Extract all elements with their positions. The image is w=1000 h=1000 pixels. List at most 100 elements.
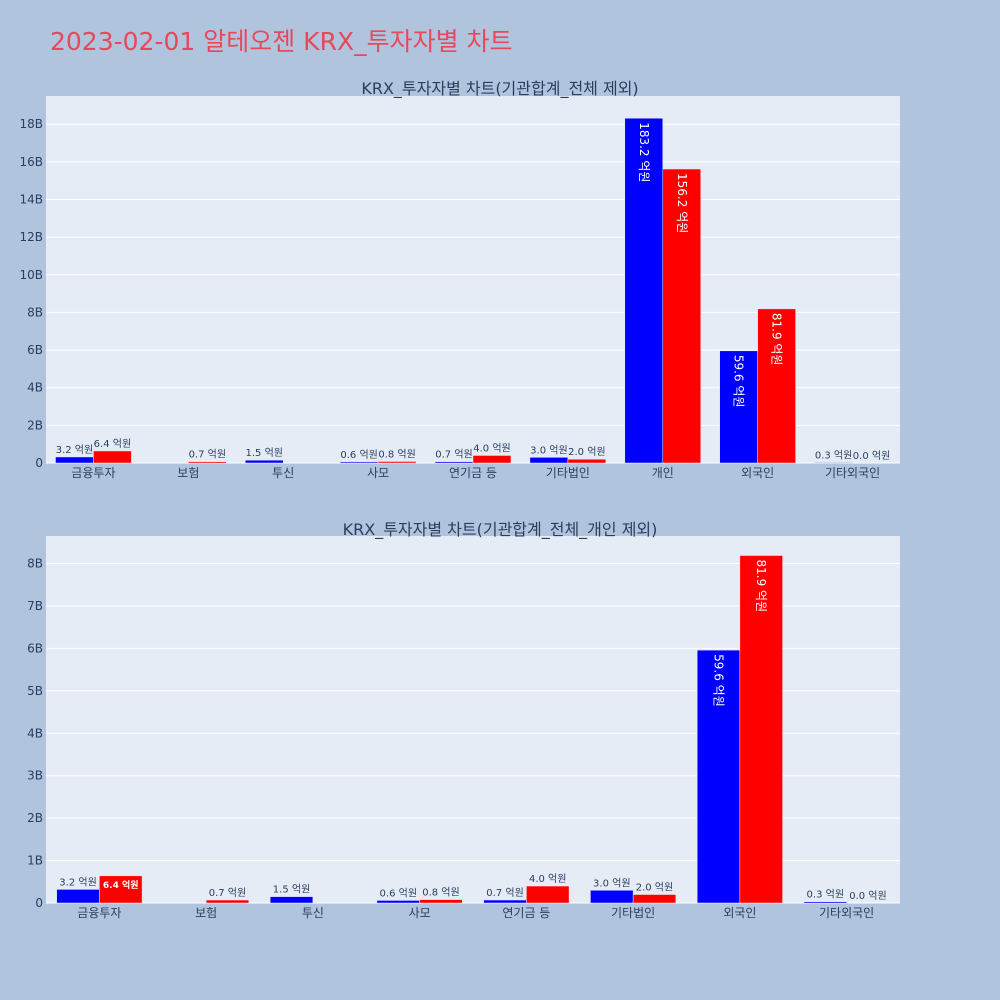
- x-tick-label: 사모: [367, 466, 389, 480]
- data-label: 183.2 억원: [637, 122, 651, 182]
- bar: [269, 896, 314, 904]
- data-label: 0.7 억원: [209, 887, 246, 899]
- x-tick-label: 외국인: [723, 906, 756, 920]
- y-tick-label: 10B: [19, 268, 43, 282]
- y-tick-label: 3B: [27, 769, 43, 783]
- y-tick-label: 8B: [27, 557, 43, 571]
- bar: [188, 461, 227, 464]
- data-label: 4.0 억원: [529, 873, 566, 885]
- bar: [662, 168, 701, 464]
- data-label: 0.7 억원: [189, 449, 226, 461]
- x-tick-label: 개인: [652, 466, 674, 480]
- data-label: 3.0 억원: [593, 877, 630, 889]
- y-tick-label: 4B: [27, 381, 43, 395]
- data-label: 0.0 억원: [853, 450, 890, 462]
- data-label: 2.0 억원: [568, 446, 605, 458]
- x-tick-label: 기타법인: [611, 906, 655, 920]
- data-label: 3.2 억원: [59, 876, 96, 888]
- x-tick-label: 보험: [177, 466, 199, 480]
- y-tick-label: 4B: [27, 726, 43, 740]
- data-label: 59.6 억원: [712, 654, 726, 707]
- x-tick-label: 금융투자: [71, 466, 115, 480]
- x-tick-label: 기타외국인: [825, 466, 880, 480]
- x-tick-label: 외국인: [741, 466, 774, 480]
- data-label: 59.6 억원: [732, 355, 746, 408]
- x-tick-label: 투신: [272, 466, 294, 480]
- bar: [529, 457, 569, 464]
- y-tick-label: 8B: [27, 305, 43, 319]
- bar: [624, 117, 664, 464]
- bar: [245, 459, 284, 464]
- bar: [696, 649, 741, 904]
- data-label: 1.5 억원: [246, 447, 283, 459]
- bar: [56, 889, 100, 904]
- bar: [483, 899, 527, 904]
- bar: [55, 456, 94, 464]
- y-tick-label: 7B: [27, 599, 43, 613]
- chart-title: KRX_투자자별 차트(기관합계_전체 제외): [361, 79, 638, 99]
- data-label: 4.0 억원: [473, 442, 510, 454]
- y-tick-label: 16B: [19, 155, 43, 169]
- data-label: 0.7 억원: [486, 887, 523, 899]
- bar: [376, 900, 420, 904]
- y-tick-label: 12B: [19, 230, 43, 244]
- x-tick-label: 보험: [195, 906, 217, 920]
- bar: [434, 461, 474, 464]
- x-tick-label: 연기금 등: [449, 466, 497, 480]
- y-tick-label: 1B: [27, 854, 43, 868]
- bar: [757, 308, 796, 464]
- data-label: 6.4 억원: [103, 879, 139, 891]
- y-tick-label: 5B: [27, 684, 43, 698]
- chart-top: 0 2B 4B 6B 8B 10B 12B 14B 16B 18B KRX_투자자별 차트(기관합계…: [19, 79, 900, 480]
- bar: [567, 458, 607, 464]
- bar: [590, 890, 634, 904]
- data-label: 0.8 억원: [422, 887, 459, 899]
- data-label: 1.5 억원: [273, 884, 310, 896]
- page-title: 2023-02-01 알테오젠 KRX_투자자별 차트: [50, 27, 513, 56]
- y-tick-label: 14B: [19, 193, 43, 207]
- chart-title: KRX_투자자별 차트(기관합계_전체_개인 제외): [343, 520, 658, 540]
- bar: [803, 901, 847, 904]
- bar: [93, 450, 132, 464]
- y-tick-label: 6B: [27, 641, 43, 655]
- bar: [419, 899, 463, 904]
- bar: [339, 461, 379, 464]
- bar: [632, 894, 677, 904]
- y-tick-label: 0: [35, 456, 43, 470]
- bar: [526, 885, 570, 904]
- data-label: 0.8 억원: [378, 448, 415, 460]
- data-label: 0.6 억원: [380, 887, 417, 899]
- data-label: 0.0 억원: [849, 890, 886, 902]
- chart-bottom: 0 1B 2B 3B 4B 5B 6B 7B 8B KRX_투자자별 차트(기관합계_전체_개인 …: [27, 520, 900, 920]
- y-tick-label: 6B: [27, 343, 43, 357]
- x-tick-label: 투신: [302, 906, 324, 920]
- x-tick-label: 기타법인: [546, 466, 590, 480]
- data-label: 2.0 억원: [636, 882, 673, 894]
- y-tick-label: 2B: [27, 418, 43, 432]
- data-label: 156.2 억원: [675, 173, 689, 233]
- bar: [739, 555, 783, 904]
- data-label: 81.9 억원: [770, 313, 784, 366]
- bar: [719, 350, 758, 464]
- y-tick-label: 2B: [27, 811, 43, 825]
- data-label: 3.0 억원: [530, 444, 567, 456]
- x-tick-label: 사모: [409, 906, 431, 920]
- bar: [99, 875, 143, 904]
- bar: [205, 899, 250, 904]
- data-label: 3.2 억원: [56, 444, 93, 456]
- bar: [814, 462, 853, 464]
- y-tick-label: 0: [35, 896, 43, 910]
- x-tick-label: 연기금 등: [502, 906, 550, 920]
- data-label: 0.3 억원: [807, 889, 844, 901]
- bar: [377, 461, 417, 464]
- data-label: 0.3 억원: [815, 449, 852, 461]
- x-tick-label: 금융투자: [77, 906, 121, 920]
- data-label: 6.4 억원: [94, 438, 131, 450]
- data-label: 0.7 억원: [435, 449, 472, 461]
- data-label: 0.6 억원: [340, 449, 377, 461]
- bar: [472, 455, 512, 464]
- data-label: 81.9 억원: [754, 560, 768, 613]
- y-tick-label: 18B: [19, 117, 43, 131]
- x-tick-label: 기타외국인: [819, 906, 874, 920]
